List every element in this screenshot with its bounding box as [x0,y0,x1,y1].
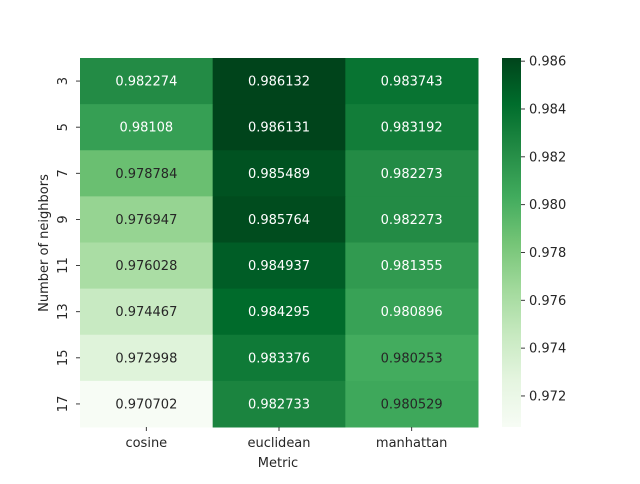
y-tick-label: 15 [56,350,71,367]
cell-value-label: 0.986131 [248,121,310,136]
cell-value-label: 0.980253 [381,351,443,366]
cell-value-label: 0.980896 [381,305,443,320]
colorbar-tick-label: 0.974 [529,342,566,357]
cell-value-label: 0.983192 [381,121,443,136]
cell-value-label: 0.974467 [115,305,177,320]
heatmap-cell [212,242,346,290]
y-tick-label: 11 [56,257,71,274]
heatmap-cell [345,380,479,428]
colorbar-tick-label: 0.984 [529,102,566,117]
cell-value-labels: 0.982274 0.986132 0.983743 0.98108 0.986131 0… [115,75,442,413]
y-axis-label: Number of neighbors [37,174,52,312]
heatmap-cell [345,242,479,290]
heatmap-cell [80,58,214,105]
y-tick-label: 9 [56,215,71,223]
heatmap-cell [212,58,346,105]
colorbar-tick-label: 0.982 [529,150,566,165]
cell-value-label: 0.980529 [381,397,443,412]
cell-value-label: 0.984295 [248,305,310,320]
heatmap-cell [80,288,214,336]
y-tick-label: 13 [56,303,71,320]
colorbar-tick-label: 0.986 [529,55,566,70]
heatmap-cell [212,104,346,151]
heatmap-cell [80,380,214,428]
heatmap-cell [212,196,346,243]
x-tick-label: euclidean [247,436,310,451]
heatmap-cell [80,104,214,151]
cell-value-label: 0.982274 [115,75,177,90]
cell-value-label: 0.985489 [248,167,310,182]
cell-value-label: 0.970702 [115,397,177,412]
heatmap-cell [80,196,214,243]
heatmap-cell [80,334,214,382]
cell-value-label: 0.983743 [381,75,443,90]
colorbar-tick-label: 0.972 [529,389,566,404]
heatmap-cell [345,196,479,243]
x-tick-label: manhattan [376,436,447,451]
cell-value-label: 0.982273 [381,167,443,182]
y-axis: 3 5 7 9 11 13 15 17 [56,77,80,412]
cell-value-label: 0.983376 [248,351,310,366]
colorbar: 0.972 0.974 0.976 0.978 0.980 0.982 0.984 0.986 [502,55,566,427]
heatmap-cell [80,242,214,290]
colorbar-gradient [502,58,521,427]
y-tick-label: 3 [56,77,71,85]
heatmap-cell [212,150,346,197]
colorbar-tick-label: 0.978 [529,246,566,261]
cell-value-label: 0.98108 [119,121,173,136]
cell-value-label: 0.981355 [381,259,443,274]
heatmap-cell [345,334,479,382]
x-axis-label: Metric [258,456,298,471]
cell-value-label: 0.976947 [115,213,177,228]
cell-value-label: 0.972998 [115,351,177,366]
heatmap-cells [80,58,479,428]
heatmap-cell [212,334,346,382]
cell-value-label: 0.985764 [248,213,310,228]
colorbar-tick-label: 0.980 [529,198,566,213]
heatmap-cell [345,288,479,336]
heatmap-cell [345,104,479,151]
cell-value-label: 0.976028 [115,259,177,274]
heatmap-cell [345,58,479,105]
cell-value-label: 0.984937 [248,259,310,274]
x-axis: cosine euclidean manhattan [125,427,447,451]
x-tick-label: cosine [125,436,167,451]
cell-value-label: 0.982273 [381,213,443,228]
cell-value-label: 0.978784 [115,167,177,182]
y-tick-label: 5 [56,123,71,131]
y-tick-label: 17 [56,396,71,413]
y-tick-label: 7 [56,169,71,177]
heatmap-cell [212,288,346,336]
cell-value-label: 0.982733 [248,397,310,412]
heatmap-cell [345,150,479,197]
heatmap-cell [212,380,346,428]
cell-value-label: 0.986132 [248,75,310,90]
colorbar-tick-label: 0.976 [529,294,566,309]
heatmap-cell [80,150,214,197]
